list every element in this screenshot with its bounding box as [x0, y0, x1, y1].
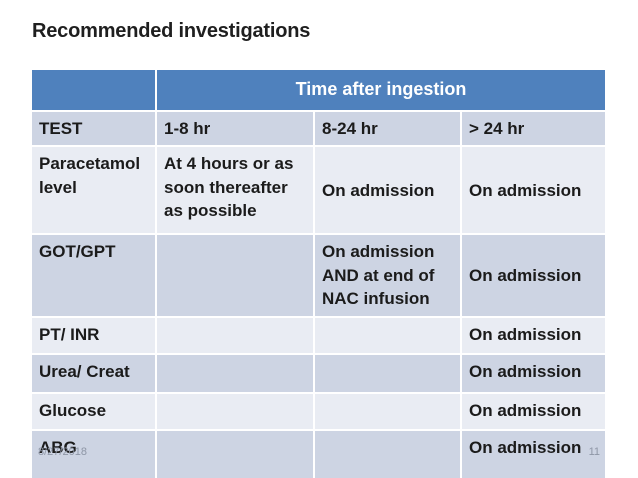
page-title: Recommended investigations	[32, 20, 311, 42]
row-label: Glucose	[30, 392, 157, 432]
table-row-got-gpt: GOT/GPT On admission AND at end of NAC i…	[30, 233, 607, 319]
table-cell: > 24 hr	[460, 109, 607, 148]
table-cell	[155, 353, 315, 395]
table-row-pt-inr: PT/ INR On admission	[30, 316, 607, 356]
investigations-table: Time after ingestion TEST 1-8 hr 8-24 hr…	[30, 68, 607, 478]
table-cell	[313, 429, 462, 478]
table-cell	[155, 316, 315, 356]
table-row-abg: ABG On admission	[30, 429, 607, 478]
row-label: TEST	[30, 109, 157, 148]
table-cell: At 4 hours or as soon thereafter as poss…	[155, 145, 315, 236]
row-label: PT/ INR	[30, 316, 157, 356]
table-cell	[155, 392, 315, 432]
table-cell: On admission	[460, 353, 607, 395]
row-label: GOT/GPT	[30, 233, 157, 319]
table-corner-cell	[30, 68, 157, 112]
table-cell: On admission	[460, 429, 607, 478]
row-label: Paracetamol level	[30, 145, 157, 236]
table-cell: 1-8 hr	[155, 109, 315, 148]
table-cell: On admission	[460, 233, 607, 319]
table-row-glucose: Glucose On admission	[30, 392, 607, 432]
table-cell	[155, 233, 315, 319]
table-cell	[313, 353, 462, 395]
table-cell: On admission	[460, 145, 607, 236]
slide-footer-date: 8/27/2018	[38, 446, 87, 458]
row-label: ABG	[30, 429, 157, 478]
row-label: Urea/ Creat	[30, 353, 157, 395]
table-header-time-after-ingestion: Time after ingestion	[155, 68, 607, 112]
table-cell: On admission	[460, 392, 607, 432]
table-row-paracetamol-level: Paracetamol level At 4 hours or as soon …	[30, 145, 607, 236]
slide-number: 11	[588, 446, 600, 458]
table-cell: On admission	[313, 145, 462, 236]
table-cell: On admission AND at end of NAC infusion	[313, 233, 462, 319]
table-cell	[313, 316, 462, 356]
table-cell: 8-24 hr	[313, 109, 462, 148]
table-cell: On admission	[460, 316, 607, 356]
table-cell	[313, 392, 462, 432]
table-header-row: Time after ingestion	[30, 68, 607, 112]
table-row-urea-creat: Urea/ Creat On admission	[30, 353, 607, 395]
table-cell	[155, 429, 315, 478]
table-row-test: TEST 1-8 hr 8-24 hr > 24 hr	[30, 109, 607, 148]
